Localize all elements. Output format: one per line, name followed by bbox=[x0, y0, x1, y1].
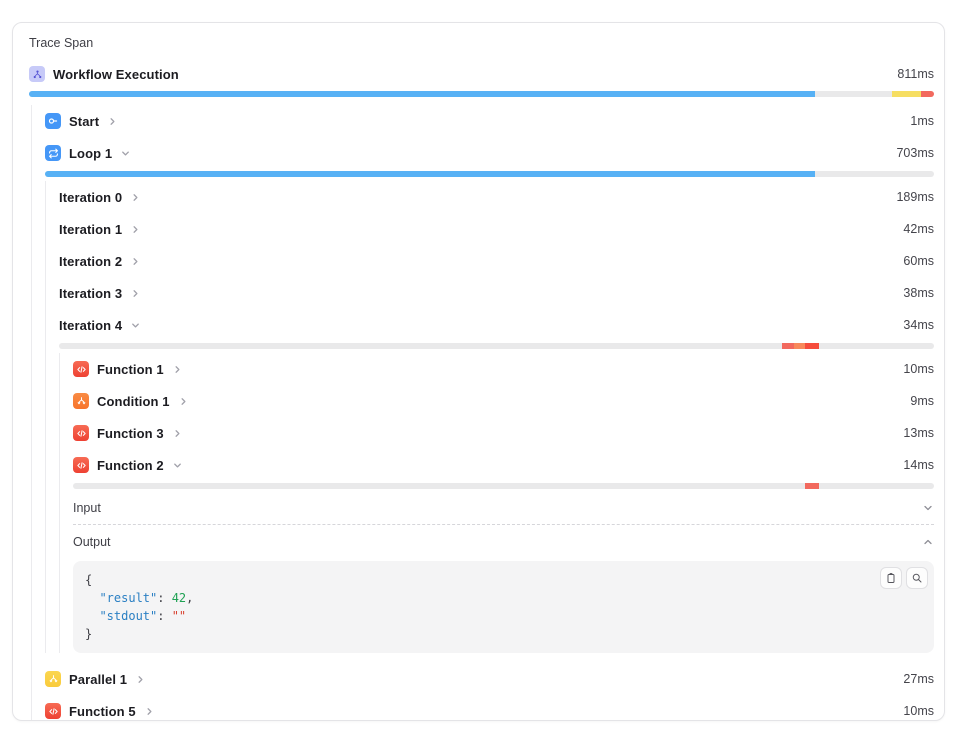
loop-children: Iteration 0 189ms Iteration 1 42ms Itera… bbox=[45, 181, 934, 653]
code-icon bbox=[73, 457, 89, 473]
span-label: Function 1 bbox=[97, 361, 164, 377]
branch-icon bbox=[45, 671, 61, 687]
span-duration: 9ms bbox=[910, 394, 934, 408]
span-label: Function 5 bbox=[69, 703, 136, 719]
span-row-start[interactable]: Start 1ms bbox=[45, 105, 934, 137]
span-duration: 10ms bbox=[903, 704, 934, 718]
span-row-workflow-execution[interactable]: Workflow Execution 811ms bbox=[29, 59, 934, 89]
chevron-right-icon bbox=[130, 256, 141, 267]
span-label: Workflow Execution bbox=[53, 66, 179, 82]
chevron-right-icon bbox=[178, 396, 189, 407]
span-label: Iteration 2 bbox=[59, 253, 123, 269]
span-duration: 27ms bbox=[903, 672, 934, 686]
span-row-loop-1[interactable]: Loop 1 703ms bbox=[45, 137, 934, 169]
span-duration: 811ms bbox=[897, 67, 934, 81]
input-section-toggle[interactable]: Input bbox=[73, 493, 934, 523]
code-icon bbox=[73, 361, 89, 377]
span-row-iteration-1[interactable]: Iteration 1 42ms bbox=[59, 213, 934, 245]
function-2-timeline-bar bbox=[73, 483, 934, 489]
span-label: Loop 1 bbox=[69, 145, 113, 161]
search-button[interactable] bbox=[906, 567, 928, 589]
output-section-label: Output bbox=[73, 535, 111, 549]
clipboard-icon bbox=[887, 573, 895, 583]
span-label: Condition 1 bbox=[97, 393, 170, 409]
span-duration: 34ms bbox=[903, 318, 934, 332]
workflow-children: Start 1ms Loop 1 703ms Iteration 0 bbox=[31, 105, 934, 720]
span-row-function-2[interactable]: Function 2 14ms bbox=[73, 449, 934, 481]
branch-icon bbox=[73, 393, 89, 409]
span-label: Iteration 0 bbox=[59, 189, 123, 205]
code-line: "stdout": "" bbox=[99, 609, 187, 623]
span-duration: 189ms bbox=[896, 190, 934, 204]
chevron-right-icon bbox=[107, 116, 118, 127]
chevron-right-icon bbox=[172, 364, 183, 375]
span-duration: 60ms bbox=[903, 254, 934, 268]
chevron-right-icon bbox=[130, 224, 141, 235]
code-line: { bbox=[85, 573, 93, 587]
span-row-condition-1[interactable]: Condition 1 9ms bbox=[73, 385, 934, 417]
span-label: Start bbox=[69, 113, 100, 129]
panel-title: Trace Span bbox=[29, 36, 94, 50]
loop-icon bbox=[45, 145, 61, 161]
copy-button[interactable] bbox=[880, 567, 902, 589]
chevron-right-icon bbox=[130, 288, 141, 299]
code-line: } bbox=[85, 627, 93, 641]
iteration-4-children: Function 1 10ms Condition 1 bbox=[59, 353, 934, 653]
span-row-parallel-1[interactable]: Parallel 1 27ms bbox=[45, 663, 934, 695]
span-row-iteration-3[interactable]: Iteration 3 38ms bbox=[59, 277, 934, 309]
input-section-label: Input bbox=[73, 501, 101, 515]
start-node-icon bbox=[45, 113, 61, 129]
chevron-down-icon bbox=[130, 320, 141, 331]
span-label: Iteration 4 bbox=[59, 317, 123, 333]
code-toolbar bbox=[880, 567, 928, 589]
iteration-4-timeline-bar bbox=[59, 343, 934, 349]
span-row-iteration-0[interactable]: Iteration 0 189ms bbox=[59, 181, 934, 213]
span-row-iteration-2[interactable]: Iteration 2 60ms bbox=[59, 245, 934, 277]
span-row-iteration-4[interactable]: Iteration 4 34ms bbox=[59, 309, 934, 341]
chevron-up-icon bbox=[922, 536, 934, 548]
output-section-toggle[interactable]: Output bbox=[73, 527, 934, 557]
span-duration: 10ms bbox=[903, 362, 934, 376]
span-label: Function 2 bbox=[97, 457, 164, 473]
span-duration: 703ms bbox=[896, 146, 934, 160]
chevron-right-icon bbox=[130, 192, 141, 203]
span-duration: 42ms bbox=[903, 222, 934, 236]
chevron-down-icon bbox=[172, 460, 183, 471]
span-label: Parallel 1 bbox=[69, 671, 128, 687]
span-duration: 13ms bbox=[903, 426, 934, 440]
chevron-down-icon bbox=[922, 502, 934, 514]
code-line: "result": 42, bbox=[99, 591, 194, 605]
output-code-block: { "result": 42, "stdout": "" } bbox=[73, 561, 934, 653]
code-icon bbox=[45, 703, 61, 719]
loop-timeline-bar bbox=[45, 171, 934, 177]
span-duration: 1ms bbox=[910, 114, 934, 128]
workflow-timeline-bar bbox=[29, 91, 934, 97]
trace-span-panel: Trace Span Workflow Execution 811ms Star… bbox=[12, 22, 945, 721]
chevron-right-icon bbox=[144, 706, 155, 717]
span-row-function-1[interactable]: Function 1 10ms bbox=[73, 353, 934, 385]
span-label: Iteration 3 bbox=[59, 285, 123, 301]
span-duration: 38ms bbox=[903, 286, 934, 300]
section-divider bbox=[73, 524, 934, 525]
magnifier-icon bbox=[912, 573, 922, 583]
chevron-right-icon bbox=[172, 428, 183, 439]
span-label: Iteration 1 bbox=[59, 221, 123, 237]
code-icon bbox=[73, 425, 89, 441]
span-row-function-5[interactable]: Function 5 10ms bbox=[45, 695, 934, 720]
chevron-down-icon bbox=[120, 148, 131, 159]
span-label: Function 3 bbox=[97, 425, 164, 441]
span-row-function-3[interactable]: Function 3 13ms bbox=[73, 417, 934, 449]
workflow-icon bbox=[29, 66, 45, 82]
chevron-right-icon bbox=[135, 674, 146, 685]
span-duration: 14ms bbox=[903, 458, 934, 472]
